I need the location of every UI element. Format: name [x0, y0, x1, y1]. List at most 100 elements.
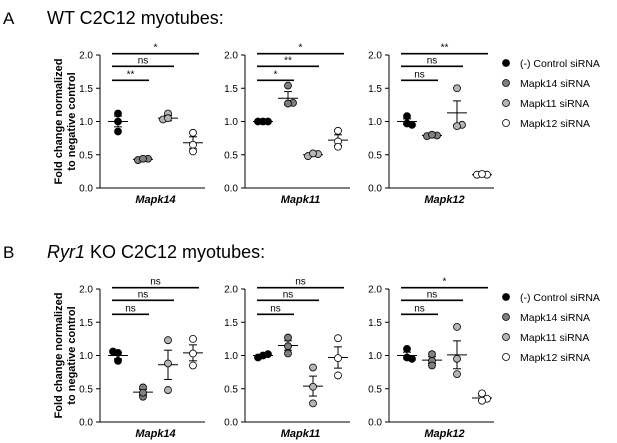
x-category-label: Mapk14: [135, 194, 175, 206]
series-2: [158, 109, 178, 124]
y-tick-label: 0.5: [224, 384, 238, 395]
significance-label: ns: [138, 55, 149, 66]
significance-label: **: [441, 43, 449, 54]
data-point: [139, 154, 147, 163]
data-point: [334, 354, 342, 363]
y-tick-label: 0.5: [224, 150, 238, 161]
y-tick-label: 1.0: [79, 351, 93, 362]
data-point: [114, 348, 122, 357]
y-tick-label: 1.5: [368, 318, 382, 329]
significance-label: *: [154, 43, 158, 54]
data-point: [334, 334, 342, 343]
legend-label: (-) Control siRNA: [520, 292, 600, 304]
series-2: [447, 84, 467, 131]
y-tick-label: 2.0: [79, 285, 93, 296]
legend-marker: [502, 119, 510, 127]
data-point: [284, 333, 292, 342]
data-point: [189, 349, 197, 358]
x-category-label: Mapk12: [424, 428, 464, 440]
data-point: [259, 117, 267, 126]
y-tick-label: 0.0: [79, 418, 93, 429]
data-point: [334, 142, 342, 151]
series-1: [278, 333, 298, 358]
y-tick-label: 2.0: [224, 285, 238, 296]
series-1: [422, 130, 442, 141]
data-point: [309, 149, 317, 158]
data-point: [309, 399, 317, 408]
significance-label: ns: [270, 303, 281, 314]
data-point: [114, 127, 122, 136]
significance-label: ns: [150, 277, 161, 288]
data-point: [284, 342, 292, 351]
x-category-label: Mapk14: [135, 428, 175, 440]
data-point: [189, 128, 197, 137]
data-point: [428, 350, 436, 359]
y-tick-label: 1.0: [79, 117, 93, 128]
series-0: [397, 112, 417, 129]
data-point: [428, 130, 436, 139]
series-1: [278, 81, 298, 108]
series-3: [328, 334, 348, 380]
legend-marker: [502, 59, 510, 67]
x-category-label: Mapk11: [281, 428, 321, 440]
y-tick-label: 1.0: [368, 117, 382, 128]
significance-label: *: [274, 69, 278, 80]
data-point: [139, 388, 147, 397]
data-point: [114, 117, 122, 126]
series-3: [328, 126, 348, 151]
data-point: [334, 371, 342, 380]
y-tick-label: 0.5: [79, 150, 93, 161]
significance-label: ns: [427, 289, 438, 300]
data-point: [114, 356, 122, 365]
x-category-label: Mapk12: [424, 194, 464, 206]
series-0: [397, 344, 417, 363]
series-1: [422, 350, 442, 370]
significance-label: *: [443, 277, 447, 288]
y-tick-label: 0.0: [368, 184, 382, 195]
significance-label: ns: [295, 277, 306, 288]
series-3: [183, 128, 203, 156]
y-tick-label: 0.0: [224, 184, 238, 195]
x-category-label: Mapk11: [281, 194, 321, 206]
y-tick-label: 0.0: [224, 418, 238, 429]
y-tick-label: 1.0: [368, 351, 382, 362]
data-point: [284, 99, 292, 108]
series-0: [108, 109, 128, 136]
y-tick-label: 2.0: [224, 51, 238, 62]
legend-label: Mapk14 siRNA: [520, 312, 590, 324]
data-point: [403, 353, 411, 362]
legend-marker: [502, 333, 510, 341]
legend-marker: [502, 99, 510, 107]
data-point: [453, 122, 461, 131]
data-point: [164, 359, 172, 368]
data-point: [453, 84, 461, 93]
significance-label: ns: [414, 69, 425, 80]
data-point: [189, 361, 197, 370]
data-point: [453, 323, 461, 331]
significance-label: ns: [125, 303, 136, 314]
data-point: [284, 349, 292, 358]
y-axis-label-line: Fold change normalized: [53, 59, 65, 185]
data-point: [478, 396, 486, 405]
data-point: [309, 363, 317, 372]
legend-label: Mapk14 siRNA: [520, 78, 590, 90]
significance-label: **: [284, 55, 292, 66]
data-point: [403, 119, 411, 128]
y-axis-label-a: Fold change normalizedto negative contro…: [53, 59, 78, 185]
y-tick-label: 1.5: [79, 318, 93, 329]
y-tick-label: 1.5: [224, 84, 238, 95]
significance-label: ns: [414, 303, 425, 314]
panel-title-part: Ryr1: [47, 242, 85, 262]
data-point: [189, 140, 197, 149]
data-point: [164, 114, 172, 123]
y-tick-label: 0.0: [79, 184, 93, 195]
data-point: [309, 382, 317, 391]
legend-b: (-) Control siRNA Mapk14 siRNA Mapk11 siRN…: [502, 292, 600, 364]
legend-marker: [502, 313, 510, 321]
series-2: [158, 336, 178, 394]
series-1: [133, 383, 153, 401]
y-tick-label: 2.0: [79, 51, 93, 62]
